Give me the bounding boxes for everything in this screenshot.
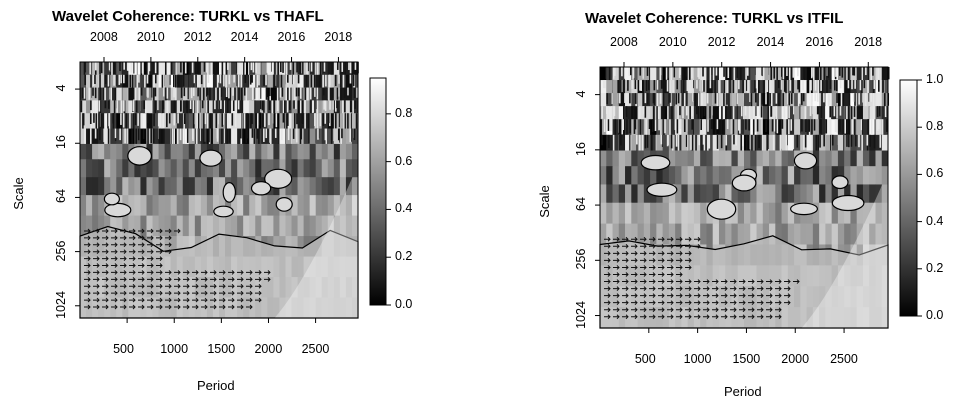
top-tick-label: 2012 bbox=[183, 30, 212, 44]
top-tick-label: 2014 bbox=[230, 30, 259, 44]
colorbar-tick-label: 0.6 bbox=[395, 153, 413, 168]
top-tick-label: 2018 bbox=[324, 30, 353, 44]
cone-of-influence bbox=[274, 177, 358, 318]
colorbar-tick-label: 0.8 bbox=[395, 105, 413, 120]
top-tick-label: 2018 bbox=[854, 35, 883, 49]
phase-arrows bbox=[84, 228, 271, 310]
colorbar-tick-label: 0.2 bbox=[395, 249, 413, 264]
x-tick-label: 1500 bbox=[732, 352, 761, 366]
top-tick-label: 2010 bbox=[658, 35, 687, 49]
chart-title: Wavelet Coherence: TURKL vs THAFL bbox=[52, 8, 324, 25]
x-axis-title: Period bbox=[197, 378, 235, 393]
colorbar-tick-label: 0.8 bbox=[926, 119, 944, 134]
x-axis-title: Period bbox=[724, 384, 762, 399]
x-tick-label: 2500 bbox=[301, 342, 330, 356]
plot-frame bbox=[79, 61, 359, 319]
x-tick-label: 2500 bbox=[830, 352, 858, 366]
x-tick-label: 1000 bbox=[160, 342, 189, 356]
x-tick-label: 2000 bbox=[781, 352, 810, 366]
top-tick-label: 2014 bbox=[756, 35, 785, 49]
colorbar bbox=[369, 77, 387, 306]
colorbar-tick-label: 0.4 bbox=[395, 201, 413, 216]
y-tick-label: 16 bbox=[574, 141, 588, 156]
y-tick-label: 256 bbox=[574, 248, 588, 270]
x-tick-label: 500 bbox=[634, 352, 656, 366]
top-tick-label: 2008 bbox=[610, 35, 638, 49]
x-tick-label: 1000 bbox=[683, 352, 712, 366]
x-tick-label: 1500 bbox=[207, 342, 236, 356]
top-tick-label: 2016 bbox=[277, 30, 306, 44]
x-tick-label: 2000 bbox=[254, 342, 283, 356]
colorbar-tick-label: 1.0 bbox=[926, 72, 944, 86]
chart-title: Wavelet Coherence: TURKL vs ITFIL bbox=[585, 10, 844, 27]
colorbar bbox=[899, 79, 918, 317]
y-tick-label: 1024 bbox=[574, 300, 588, 329]
cone-of-influence bbox=[801, 184, 888, 328]
y-axis-title: Scale bbox=[536, 185, 552, 218]
colorbar-tick-label: 0.0 bbox=[926, 308, 944, 322]
top-tick-label: 2008 bbox=[90, 30, 118, 44]
top-tick-label: 2010 bbox=[136, 30, 165, 44]
plot-frame bbox=[599, 66, 889, 329]
colorbar-tick-label: 0.6 bbox=[926, 166, 944, 181]
phase-arrows bbox=[604, 236, 800, 320]
x-tick-label: 500 bbox=[113, 342, 134, 356]
y-tick-label: 64 bbox=[574, 197, 588, 212]
top-tick-label: 2012 bbox=[707, 35, 736, 49]
colorbar-tick-label: 0.4 bbox=[926, 213, 944, 228]
top-tick-label: 2016 bbox=[805, 35, 834, 49]
y-tick-label: 4 bbox=[574, 90, 588, 98]
colorbar-tick-label: 0.2 bbox=[926, 260, 944, 275]
colorbar-tick-label: 0.0 bbox=[395, 297, 413, 311]
